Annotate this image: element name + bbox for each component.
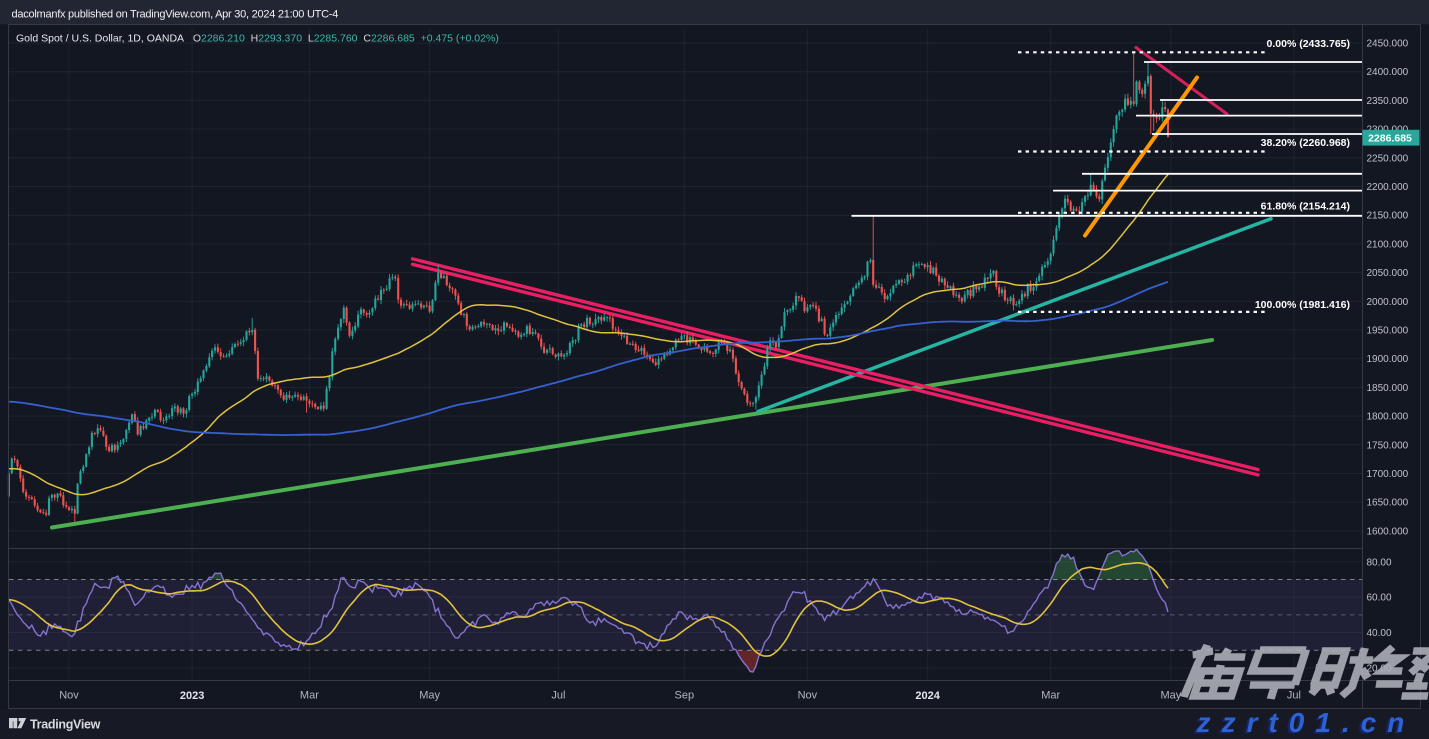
svg-text:60.00: 60.00 [1367,593,1392,604]
svg-text:zzrt01.cn: zzrt01.cn [1196,707,1416,738]
svg-text:dacolmanfx published on Tradin: dacolmanfx published on TradingView.com,… [12,8,339,20]
svg-text:Mar: Mar [300,690,319,702]
svg-text:2000.000: 2000.000 [1367,297,1409,308]
svg-text:Sep: Sep [675,690,695,702]
svg-text:80.00: 80.00 [1367,557,1392,568]
svg-text:40.00: 40.00 [1367,628,1392,639]
svg-text:Gold Spot / U.S. Dollar, 1D, O: Gold Spot / U.S. Dollar, 1D, OANDA O2286… [16,32,499,44]
svg-text:1600.000: 1600.000 [1367,526,1409,537]
svg-text:1650.000: 1650.000 [1367,498,1409,509]
svg-text:2100.000: 2100.000 [1367,239,1409,250]
svg-text:2050.000: 2050.000 [1367,268,1409,279]
svg-text:Mar: Mar [1041,690,1060,702]
svg-text:2286.685: 2286.685 [1368,132,1412,144]
svg-text:2450.000: 2450.000 [1367,39,1409,50]
svg-text:zzrt01.cn: zzrt01.cn [1193,709,1413,739]
svg-text:May: May [1161,690,1182,702]
svg-text:1850.000: 1850.000 [1367,383,1409,394]
svg-text:2150.000: 2150.000 [1367,211,1409,222]
svg-text:100.00% (1981.416): 100.00% (1981.416) [1255,299,1350,311]
svg-text:Nov: Nov [59,690,79,702]
svg-text:2023: 2023 [180,690,204,702]
svg-text:2350.000: 2350.000 [1367,96,1409,107]
svg-text:1800.000: 1800.000 [1367,412,1409,423]
svg-text:2200.000: 2200.000 [1367,182,1409,193]
svg-text:0.00% (2433.765): 0.00% (2433.765) [1267,38,1350,50]
svg-text:2400.000: 2400.000 [1367,67,1409,78]
svg-text:Jul: Jul [551,690,565,702]
svg-text:1750.000: 1750.000 [1367,440,1409,451]
svg-text:Jul: Jul [1287,690,1301,702]
svg-text:1950.000: 1950.000 [1367,326,1409,337]
svg-text:1700.000: 1700.000 [1367,469,1409,480]
svg-text:2250.000: 2250.000 [1367,153,1409,164]
svg-text:61.80% (2154.214): 61.80% (2154.214) [1261,200,1350,212]
svg-text:1900.000: 1900.000 [1367,354,1409,365]
svg-text:May: May [419,690,440,702]
svg-text:TradingView: TradingView [30,717,101,731]
svg-text:Nov: Nov [798,690,818,702]
svg-text:38.20% (2260.968): 38.20% (2260.968) [1261,137,1350,149]
svg-text:2024: 2024 [915,690,940,702]
